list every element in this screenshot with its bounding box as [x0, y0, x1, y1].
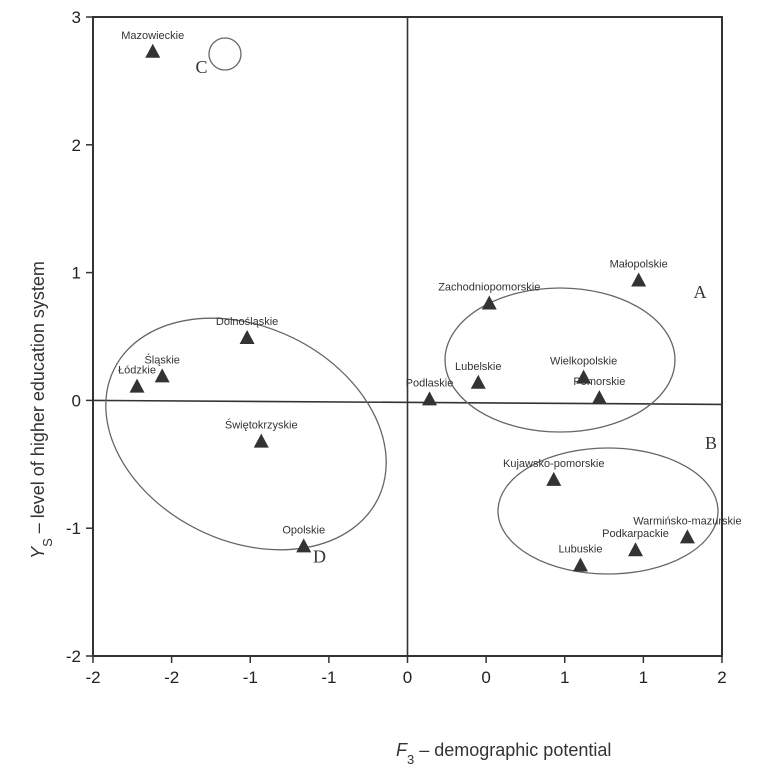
triangle-marker	[154, 368, 170, 383]
data-point: Warmińsko-mazurskie	[633, 515, 742, 544]
cluster-labels: CABDD	[195, 57, 717, 567]
x-axis-rest: – demographic potential	[414, 740, 611, 760]
cluster-ellipses	[105, 37, 719, 575]
cluster-label: D	[313, 547, 326, 567]
point-label: Podlaskie	[406, 377, 454, 389]
data-point: Świętokrzyskie	[225, 419, 298, 448]
x-axis-sub: 3	[407, 752, 414, 767]
cluster-label: B	[705, 433, 717, 453]
y-tick-label: 0	[72, 391, 81, 410]
point-label: Mazowieckie	[121, 30, 184, 42]
x-tick-label: -1	[321, 668, 336, 687]
zero-horizontal-axis	[92, 399, 723, 406]
triangle-marker	[628, 542, 644, 557]
data-point: Pomorskie	[573, 376, 625, 405]
x-tick-label: 0	[481, 668, 490, 687]
x-tick-label: -2	[85, 668, 100, 687]
triangle-marker	[296, 538, 312, 553]
y-axis-title: YS – level of higher education system	[28, 261, 55, 559]
y-axis-rest: – level of higher education system	[28, 261, 48, 538]
point-label: Podkarpackie	[602, 528, 669, 540]
cluster-b-ellipse	[497, 447, 719, 575]
data-point: Zachodniopomorskie	[438, 282, 540, 310]
triangle-marker	[422, 391, 438, 406]
data-point: Łódzkie	[118, 365, 156, 393]
point-label: Kujawsko-pomorskie	[503, 458, 604, 470]
triangle-marker	[481, 295, 497, 310]
point-label: Zachodniopomorskie	[438, 282, 540, 294]
x-tick-label: -2	[164, 668, 179, 687]
y-tick-label: -1	[66, 519, 81, 538]
triangle-marker	[572, 557, 588, 572]
triangle-marker	[239, 330, 255, 345]
cluster-label: C	[195, 57, 207, 77]
y-axis-sub: S	[40, 538, 55, 547]
cluster-a-ellipse	[444, 287, 676, 433]
point-label: Pomorskie	[573, 376, 625, 388]
point-label: Śląskie	[144, 353, 179, 366]
cluster-d-ellipse	[105, 317, 387, 551]
data-point: Wielkopolskie	[550, 356, 617, 384]
y-tick-label: -2	[66, 647, 81, 666]
triangle-marker	[679, 529, 695, 544]
point-label: Lubelskie	[455, 361, 501, 373]
point-label: Świętokrzyskie	[225, 419, 298, 432]
triangle-marker	[253, 433, 269, 448]
point-label: Wielkopolskie	[550, 356, 617, 368]
x-axis-var: F	[396, 740, 408, 760]
data-point: Kujawsko-pomorskie	[503, 458, 604, 486]
triangle-marker	[145, 43, 161, 58]
point-label: Lubuskie	[558, 544, 602, 556]
triangle-marker	[576, 369, 592, 384]
triangle-marker	[546, 471, 562, 486]
x-tick-label: 1	[639, 668, 648, 687]
data-point: Mazowieckie	[121, 30, 184, 58]
point-label: Opolskie	[282, 524, 325, 536]
data-point: Śląskie	[144, 353, 180, 383]
cluster-c-ellipse	[208, 37, 242, 71]
x-tick-label: 0	[403, 668, 412, 687]
y-tick-label: 3	[72, 8, 81, 27]
data-point: Małopolskie	[610, 259, 668, 287]
x-tick-label: 2	[717, 668, 726, 687]
data-point: Opolskie	[282, 524, 325, 553]
data-points: Mazowieckie Małopolskie Zachodniopomorskie…	[118, 30, 742, 572]
y-tick-label: 2	[72, 136, 81, 155]
y-tick-label: 1	[72, 264, 81, 283]
point-label: Dolnośląskie	[216, 316, 278, 328]
plot-frame	[92, 16, 723, 657]
data-point: Podkarpackie	[602, 528, 669, 557]
data-point: Dolnośląskie	[216, 316, 278, 345]
triangle-marker	[470, 374, 486, 389]
cluster-label: A	[693, 282, 706, 302]
y-axis-var: Y	[28, 545, 48, 559]
point-label: Łódzkie	[118, 365, 156, 377]
data-point: Lubuskie	[558, 544, 602, 572]
triangle-marker	[631, 272, 647, 287]
triangle-marker	[129, 378, 145, 393]
point-label: Małopolskie	[610, 259, 668, 271]
data-point: Podlaskie	[406, 377, 454, 406]
triangle-marker	[591, 390, 607, 405]
x-axis-title: F3 – demographic potential	[396, 740, 611, 767]
point-label: Warmińsko-mazurskie	[633, 515, 741, 527]
data-point: Lubelskie	[455, 361, 502, 389]
x-tick-label: -1	[243, 668, 258, 687]
x-tick-label: 1	[560, 668, 569, 687]
